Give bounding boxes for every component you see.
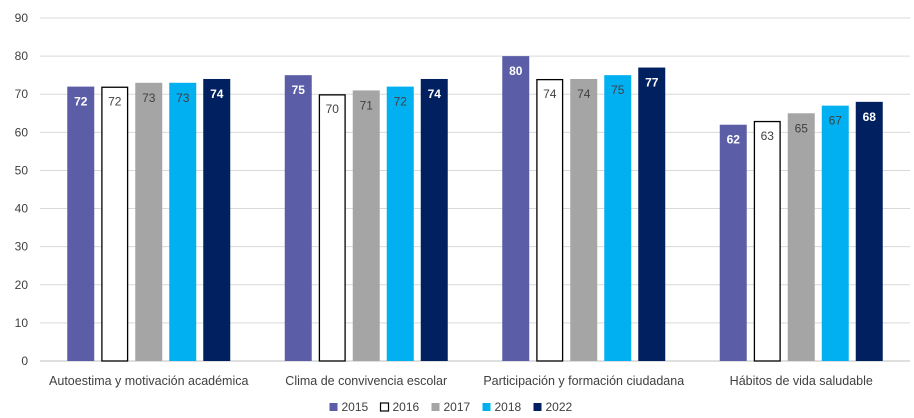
legend-item-2016: 2016: [379, 400, 420, 414]
y-axis-ticks: 0 10 20 30 40 50 60 70 80 90: [15, 11, 29, 368]
x-tick-label: Autoestima y motivación académica: [49, 374, 248, 388]
data-label: 73: [176, 91, 190, 105]
legend-item-2022: 2022: [533, 400, 573, 414]
data-label: 74: [577, 87, 591, 101]
y-tick-label: 10: [15, 316, 29, 330]
bar-2016: [753, 120, 781, 362]
y-tick-label: 90: [15, 11, 29, 25]
bar-2015: [284, 75, 312, 362]
legend-label: 2022: [546, 400, 573, 413]
data-label: 74: [210, 87, 224, 101]
bar-2018: [604, 75, 632, 362]
y-tick-label: 60: [15, 125, 29, 139]
data-label: 63: [761, 129, 775, 143]
data-label: 67: [829, 114, 843, 128]
y-tick-label: 80: [15, 49, 29, 63]
data-label: 73: [142, 91, 156, 105]
data-label: 65: [795, 121, 809, 135]
legend-swatch: [533, 403, 542, 411]
legend-item-2018: 2018: [482, 400, 522, 414]
x-axis-ticks: Autoestima y motivación académica Clima d…: [49, 374, 873, 388]
y-tick-label: 20: [15, 278, 29, 292]
y-tick-label: 0: [21, 354, 28, 368]
data-label: 72: [74, 95, 88, 109]
data-label: 80: [509, 64, 523, 78]
bar-2017: [135, 82, 163, 362]
bar-2018: [386, 86, 414, 361]
data-label: 71: [360, 98, 374, 112]
legend-item-2017: 2017: [431, 400, 471, 414]
bar-2017: [570, 78, 598, 361]
data-label: 77: [645, 76, 659, 90]
legend-label: 2016: [393, 400, 420, 413]
legend-label: 2017: [444, 400, 471, 413]
data-label: 74: [543, 87, 557, 101]
x-tick-label: Clima de convivencia escolar: [285, 374, 447, 388]
x-tick-label: Participación y formación ciudadana: [483, 374, 684, 388]
data-label: 75: [611, 83, 625, 97]
bar-2022: [203, 78, 231, 361]
legend-label: 2015: [342, 400, 369, 413]
legend-swatch: [379, 402, 390, 412]
bar-2015: [719, 124, 747, 361]
y-tick-label: 40: [15, 202, 29, 216]
data-label: 68: [863, 110, 877, 124]
legend-item-2015: 2015: [329, 400, 369, 414]
bar-2022: [638, 67, 666, 362]
y-tick-label: 50: [15, 163, 29, 177]
legend-label: 2018: [495, 400, 522, 413]
legend-swatch: [431, 403, 440, 411]
legend: 2015 2016 2017 2018 2022: [329, 400, 573, 414]
bar-2018: [821, 105, 849, 362]
y-tick-label: 30: [15, 240, 29, 254]
bar-2016: [101, 86, 129, 362]
bar-2018: [169, 82, 197, 362]
legend-swatch: [482, 403, 491, 411]
data-label: 75: [292, 83, 306, 97]
legend-swatch: [329, 403, 338, 411]
x-tick-label: Hábitos de vida saludable: [730, 374, 873, 388]
data-label: 72: [108, 95, 122, 109]
bar-2017: [787, 113, 815, 362]
data-label: 74: [428, 87, 442, 101]
bar-2015: [67, 86, 95, 361]
data-label: 62: [727, 133, 741, 147]
bar-2022: [420, 78, 448, 361]
data-label: 70: [326, 102, 340, 116]
data-labels: 72 72 73 73 74 75 70 71 72 74 80 74 74 75 77 62 63 65 67 68: [74, 64, 876, 147]
bar-2022: [855, 101, 883, 361]
bar-2016: [536, 78, 564, 362]
y-tick-label: 70: [15, 87, 29, 101]
bar-2015: [502, 56, 530, 361]
bar-2017: [352, 90, 380, 362]
bars: [67, 56, 883, 362]
data-label: 72: [394, 95, 408, 109]
bar-2016: [318, 94, 346, 362]
